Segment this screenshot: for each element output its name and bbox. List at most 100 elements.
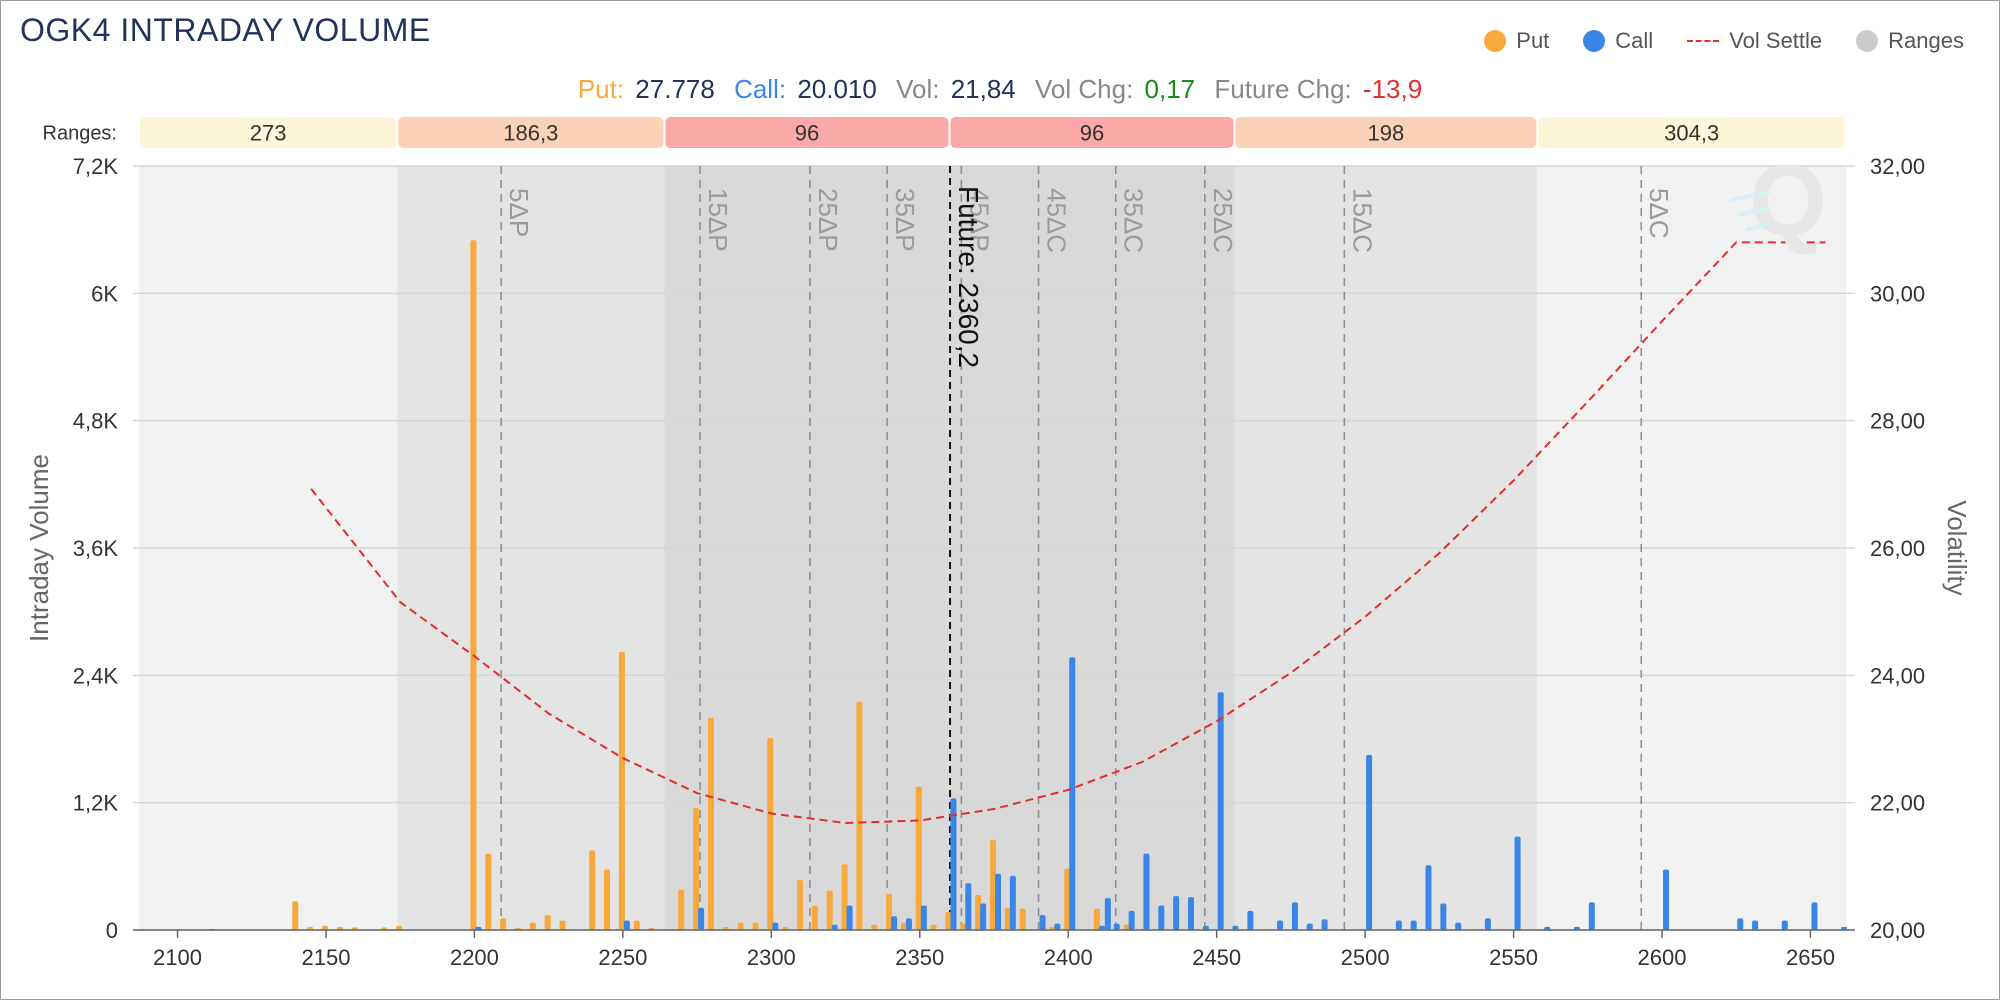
put-bar <box>990 839 996 930</box>
call-bar <box>1484 918 1491 930</box>
put-total-label: Put: <box>577 74 625 104</box>
put-bar <box>915 786 922 930</box>
put-dot-icon <box>1484 30 1507 52</box>
legend-item-call[interactable]: Call <box>1583 28 1653 54</box>
call-bar <box>1232 925 1239 930</box>
range-pill-label: 198 <box>1368 121 1405 146</box>
call-bar <box>950 798 957 930</box>
call-total-label: Call: <box>734 74 787 104</box>
delta-label: 25ΔP <box>813 188 843 252</box>
y-tick-label: 6K <box>91 281 118 306</box>
call-bar <box>1752 920 1759 930</box>
call-bar <box>1395 920 1402 930</box>
put-bar <box>856 701 863 930</box>
put-bar <box>1093 908 1100 930</box>
call-bar <box>1039 915 1046 930</box>
call-bar <box>1410 920 1417 930</box>
chart-title: OGK4 INTRADAY VOLUME <box>20 12 431 48</box>
legend-label-put: Put <box>1516 28 1550 53</box>
call-bar <box>1187 897 1194 930</box>
put-bar <box>559 920 566 930</box>
x-tick-label: 2350 <box>895 945 944 970</box>
call-bar <box>698 907 705 930</box>
svg-text:Q: Q <box>1749 145 1827 257</box>
put-bar <box>678 889 685 930</box>
put-bar <box>886 893 893 930</box>
future-chg-value: -13,9 <box>1362 74 1423 104</box>
put-bar <box>292 901 299 930</box>
future-label: Future: 2360,2 <box>953 186 984 368</box>
range-pill-label: 186,3 <box>503 121 558 146</box>
put-bar <box>900 922 907 930</box>
call-bar <box>1054 923 1061 930</box>
delta-label: 5ΔC <box>1644 188 1674 239</box>
x-tick-label: 2450 <box>1192 945 1241 970</box>
vol-chg-value: 0,17 <box>1144 74 1196 104</box>
call-bar <box>1737 918 1744 930</box>
range-pill <box>139 117 397 148</box>
x-tick-label: 2500 <box>1341 945 1390 970</box>
put-bar <box>782 926 789 930</box>
range-pill-label: 304,3 <box>1664 121 1719 146</box>
call-bar <box>1173 896 1180 930</box>
call-bar <box>1544 926 1551 930</box>
vol-chg-label: Vol Chg: <box>1035 74 1134 104</box>
put-bar <box>975 894 982 930</box>
call-bar <box>772 922 779 930</box>
put-bar <box>737 922 744 930</box>
put-bar <box>871 924 878 930</box>
y-tick-label: 3,6K <box>73 536 119 561</box>
call-bar <box>965 883 972 930</box>
watermark-logo: Q <box>1730 145 1827 257</box>
put-bar <box>826 890 833 930</box>
put-bar <box>752 922 759 930</box>
x-tick-label: 2150 <box>302 945 351 970</box>
call-bar <box>1841 926 1848 930</box>
x-tick-label: 2650 <box>1786 945 1835 970</box>
delta-label: 35ΔP <box>890 188 920 252</box>
y-tick-label: 2,4K <box>73 663 119 688</box>
put-bar <box>470 240 477 930</box>
put-bar <box>396 925 403 930</box>
call-bar <box>1440 903 1447 930</box>
y2-tick-label: 26,00 <box>1870 536 1925 561</box>
call-bar <box>920 905 927 930</box>
call-bar <box>1277 920 1284 930</box>
y2-tick-label: 30,00 <box>1870 281 1925 306</box>
put-bar <box>633 920 640 930</box>
put-bar <box>811 905 818 930</box>
put-bar <box>1004 907 1011 930</box>
legend: Put Call Vol Settle Ranges <box>1484 28 1964 54</box>
y2-tick-label: 28,00 <box>1870 409 1925 434</box>
call-bar <box>1069 657 1076 930</box>
ranges-dot-icon <box>1856 30 1879 52</box>
call-bar <box>1455 922 1462 930</box>
y-tick-label: 4,8K <box>73 409 119 434</box>
put-bar <box>945 911 952 930</box>
x-tick-label: 2550 <box>1489 945 1538 970</box>
range-pill-label: 96 <box>795 121 819 146</box>
delta-label: 5ΔP <box>504 188 534 237</box>
y-axis-title: Intraday Volume <box>24 454 54 642</box>
call-bar <box>1009 875 1016 930</box>
call-bar <box>475 926 482 930</box>
call-bar <box>1217 692 1224 930</box>
call-bar <box>1514 836 1521 930</box>
legend-item-ranges[interactable]: Ranges <box>1856 28 1964 54</box>
vol-label: Vol: <box>896 74 940 104</box>
call-dot-icon <box>1583 30 1606 52</box>
y2-tick-label: 24,00 <box>1870 663 1925 688</box>
call-bar <box>1366 754 1373 930</box>
call-bar <box>1425 865 1432 930</box>
range-pill <box>950 117 1234 148</box>
call-bar <box>831 924 838 930</box>
x-tick-label: 2100 <box>153 945 202 970</box>
put-bar <box>930 924 937 930</box>
call-bar <box>846 905 853 930</box>
call-total-value: 20.010 <box>797 74 877 104</box>
put-bar <box>1064 868 1071 930</box>
put-bar <box>321 925 328 930</box>
legend-item-put[interactable]: Put <box>1484 28 1549 54</box>
legend-item-vol-settle[interactable]: Vol Settle <box>1687 28 1822 54</box>
